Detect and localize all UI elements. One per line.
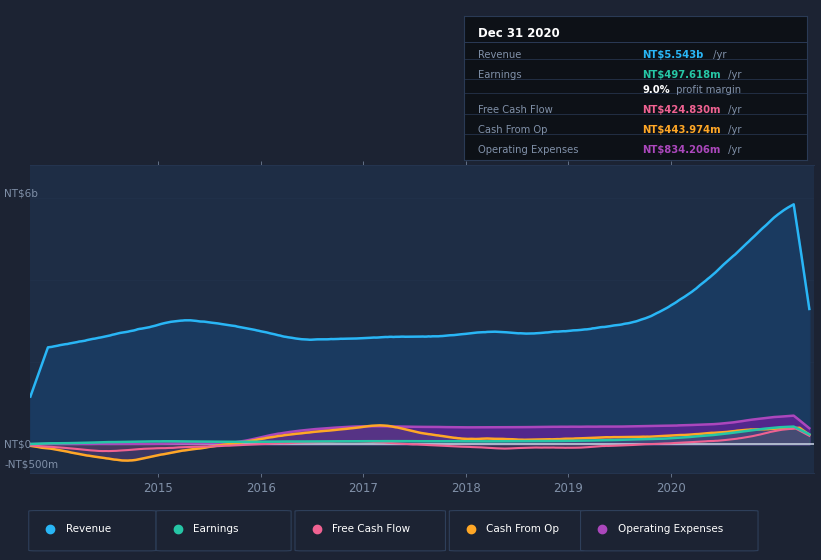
FancyBboxPatch shape (29, 511, 156, 551)
Text: Cash From Op: Cash From Op (486, 524, 559, 534)
Text: NT$0: NT$0 (4, 440, 31, 450)
Text: /yr: /yr (726, 71, 742, 81)
FancyBboxPatch shape (449, 511, 585, 551)
Text: profit margin: profit margin (672, 85, 741, 95)
Text: Cash From Op: Cash From Op (478, 125, 547, 135)
Text: Operating Expenses: Operating Expenses (478, 145, 578, 155)
Text: Earnings: Earnings (193, 524, 239, 534)
Text: /yr: /yr (726, 145, 742, 155)
Text: /yr: /yr (710, 50, 727, 60)
Text: NT$6b: NT$6b (4, 188, 38, 198)
Text: 9.0%: 9.0% (642, 85, 670, 95)
FancyBboxPatch shape (295, 511, 446, 551)
Text: Free Cash Flow: Free Cash Flow (478, 105, 553, 115)
Text: NT$5.543b: NT$5.543b (642, 50, 704, 60)
Text: Earnings: Earnings (478, 71, 521, 81)
Text: NT$424.830m: NT$424.830m (642, 105, 721, 115)
Text: NT$443.974m: NT$443.974m (642, 125, 721, 135)
Text: /yr: /yr (726, 105, 742, 115)
Text: NT$497.618m: NT$497.618m (642, 71, 721, 81)
Text: Free Cash Flow: Free Cash Flow (332, 524, 410, 534)
Text: Operating Expenses: Operating Expenses (617, 524, 722, 534)
Text: /yr: /yr (726, 125, 742, 135)
Text: NT$834.206m: NT$834.206m (642, 145, 721, 155)
Text: -NT$500m: -NT$500m (4, 460, 58, 470)
Text: Revenue: Revenue (66, 524, 111, 534)
FancyBboxPatch shape (580, 511, 758, 551)
FancyBboxPatch shape (156, 511, 291, 551)
Text: Revenue: Revenue (478, 50, 521, 60)
Text: Dec 31 2020: Dec 31 2020 (478, 27, 559, 40)
